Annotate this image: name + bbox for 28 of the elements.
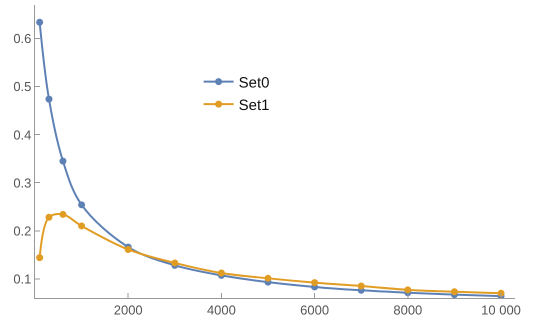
point (45, 214, 52, 221)
x-tick-label: 8000 (393, 302, 422, 318)
point (404, 286, 412, 294)
x-tick-label: 4000 (206, 302, 236, 318)
point (311, 279, 318, 286)
point (358, 282, 365, 290)
point (171, 259, 178, 266)
y-tick-label: 0.4 (13, 127, 32, 142)
x-tick-label: 2000 (114, 302, 143, 318)
legend-label: Set0 (238, 74, 270, 92)
point (78, 201, 86, 208)
y-tick-label: 0.2 (13, 223, 32, 238)
y-tick-label: 0.1 (13, 271, 32, 286)
y-tick-label: 0.6 (13, 31, 32, 46)
x-tick-label: 10 000 (481, 302, 521, 318)
point (264, 274, 272, 282)
point (450, 288, 458, 296)
y-tick-label: 0.5 (13, 79, 32, 94)
point (59, 210, 66, 218)
point (36, 254, 44, 262)
point (45, 96, 52, 103)
legend-label: Set1 (238, 97, 270, 114)
point (78, 222, 86, 230)
point (36, 18, 44, 26)
point (59, 158, 66, 165)
point (498, 290, 505, 297)
x-tick-label: 6000 (300, 302, 330, 318)
y-tick-label: 0.3 (13, 175, 32, 190)
